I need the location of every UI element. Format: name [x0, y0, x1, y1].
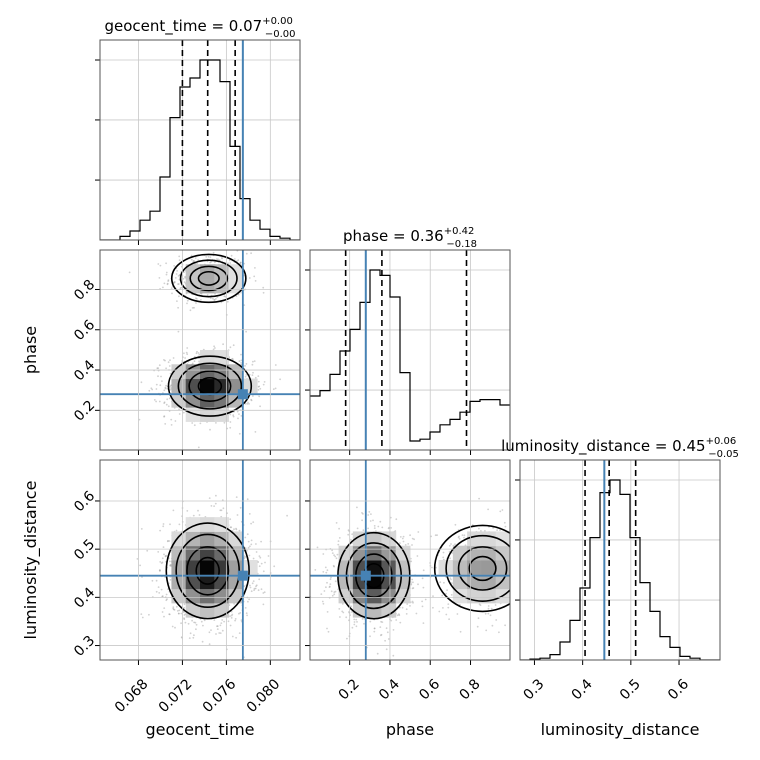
x-tick-label-luminosity_distance: 0.3	[520, 676, 547, 703]
contour-line	[445, 534, 510, 602]
x-tick-label-luminosity_distance: 0.4	[569, 676, 596, 703]
panel-title-geocent_time: geocent_time = 0.07+0.00 −0.00	[105, 16, 296, 40]
contour-line	[170, 253, 247, 304]
truth-marker	[237, 570, 248, 581]
y-tick-label-phase: 0.4	[71, 357, 98, 384]
x-tick-label-geocent_time: 0.080	[244, 676, 284, 716]
hist-phase-frame	[309, 249, 511, 451]
y-tick-label-luminosity_distance: 0.3	[71, 633, 98, 660]
panels-layer	[95, 39, 721, 665]
x-tick-label-luminosity_distance: 0.5	[617, 676, 644, 703]
panel-title-luminosity_distance: luminosity_distance = 0.45+0.06 −0.05	[501, 436, 739, 460]
pair-1-frame	[99, 459, 301, 661]
x-tick-label-geocent_time: 0.072	[156, 676, 196, 716]
hist-step-geocent_time	[100, 59, 300, 240]
x-tick-label-phase: 0.4	[376, 676, 403, 703]
y-tick-label-luminosity_distance: 0.6	[71, 488, 98, 515]
pair-0-frame	[99, 249, 301, 451]
hist-panel-phase	[305, 249, 511, 455]
panel-title-phase: phase = 0.36+0.42 −0.18	[343, 226, 477, 250]
x-tick-label-phase: 0.8	[457, 676, 484, 703]
scatter-panel-geocent_time-phase	[95, 249, 301, 455]
contour-line	[188, 370, 232, 402]
x-tick-label-phase: 0.6	[416, 676, 443, 703]
contour-line	[457, 546, 508, 591]
titles-layer: geocent_time = 0.07+0.00 −0.00 phase = 0.3…	[105, 16, 739, 460]
x-axis-title-luminosity_distance: luminosity_distance	[541, 720, 700, 740]
y-axis-title-phase: phase	[21, 326, 40, 374]
contour-line	[177, 362, 243, 410]
contour-line	[195, 556, 220, 585]
contour-line	[165, 522, 250, 620]
x-axis-title-geocent_time: geocent_time	[146, 720, 255, 740]
y-tick-label-luminosity_distance: 0.5	[71, 536, 98, 563]
x-tick-label-geocent_time: 0.068	[112, 676, 152, 716]
truth-marker	[360, 570, 371, 581]
x-tick-label-luminosity_distance: 0.6	[665, 676, 692, 703]
contour-line	[179, 259, 238, 298]
y-tick-label-phase: 0.6	[71, 317, 98, 344]
contour-line	[197, 270, 220, 286]
axis-labels-layer: 0.068 0.072 0.076 0.080 geocent_time 0.2 0.4 0.…	[21, 277, 699, 740]
hist-step-luminosity_distance	[520, 479, 720, 660]
y-axis-title-luminosity_distance: luminosity_distance	[21, 481, 41, 640]
truth-marker	[237, 389, 248, 400]
y-tick-label-phase: 0.2	[71, 398, 98, 425]
hist-step-phase	[310, 269, 510, 442]
scatter-panel-geocent_time-luminosity_distance	[95, 459, 301, 665]
contour-line	[433, 524, 510, 613]
y-tick-label-phase: 0.8	[71, 277, 98, 304]
y-tick-label-luminosity_distance: 0.4	[71, 584, 98, 611]
hist-panel-geocent_time	[95, 39, 301, 245]
scatter-panel-phase-luminosity_distance	[305, 459, 511, 665]
contour-line	[189, 265, 229, 292]
hist-luminosity_distance-frame	[519, 459, 721, 661]
x-axis-title-phase: phase	[386, 720, 434, 739]
x-tick-label-geocent_time: 0.076	[200, 676, 240, 716]
hist-geocent_time-frame	[99, 39, 301, 241]
contour-line	[468, 555, 497, 582]
contour-line	[186, 546, 230, 596]
x-tick-label-phase: 0.2	[336, 676, 363, 703]
hist-panel-luminosity_distance	[515, 459, 721, 665]
contour-line	[167, 355, 253, 417]
pair-2-frame	[309, 459, 511, 661]
